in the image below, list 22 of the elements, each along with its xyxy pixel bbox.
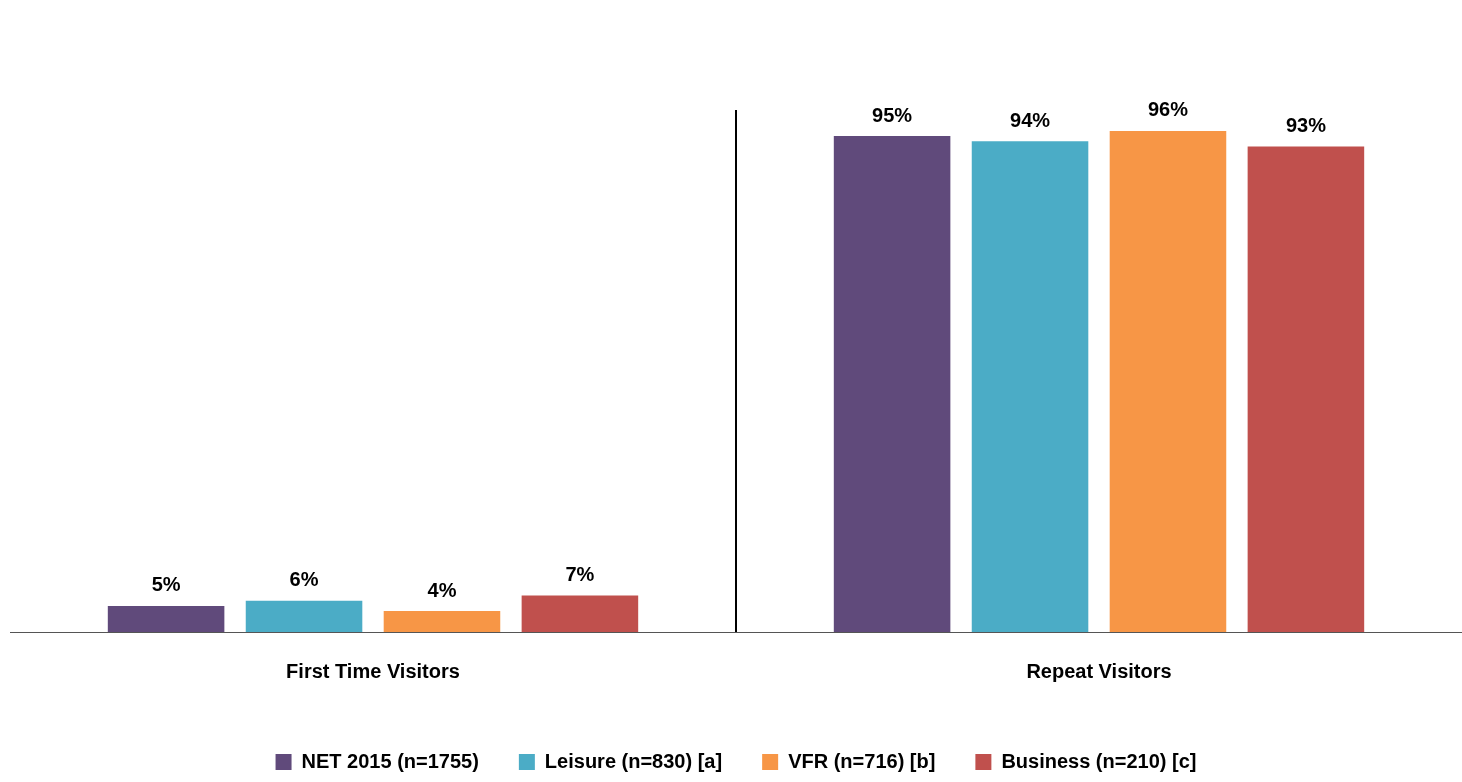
bar <box>1109 130 1227 632</box>
bar <box>245 600 363 632</box>
data-label: 93% <box>1285 114 1327 137</box>
bar <box>521 595 639 632</box>
legend-label: VFR (n=716) [b] <box>788 749 936 772</box>
data-label: 96% <box>1147 98 1189 121</box>
bar <box>107 605 225 632</box>
legend-label: Business (n=210) [c] <box>1001 749 1197 772</box>
x-tick-label: First Time Visitors <box>286 659 460 682</box>
bar <box>1247 146 1365 632</box>
data-label: 94% <box>1010 108 1051 131</box>
data-label: 7% <box>565 562 595 585</box>
data-label: 4% <box>427 578 457 601</box>
data-label: 6% <box>289 568 319 591</box>
legend-label: Leisure (n=830) [a] <box>544 749 723 772</box>
bar <box>971 141 1089 632</box>
bar <box>383 611 501 632</box>
data-label: 95% <box>872 103 913 126</box>
bar <box>833 136 951 632</box>
legend-label: NET 2015 (n=1755) <box>301 749 479 772</box>
x-tick-label: Repeat Visitors <box>1026 659 1172 682</box>
data-label: 5% <box>151 573 181 596</box>
